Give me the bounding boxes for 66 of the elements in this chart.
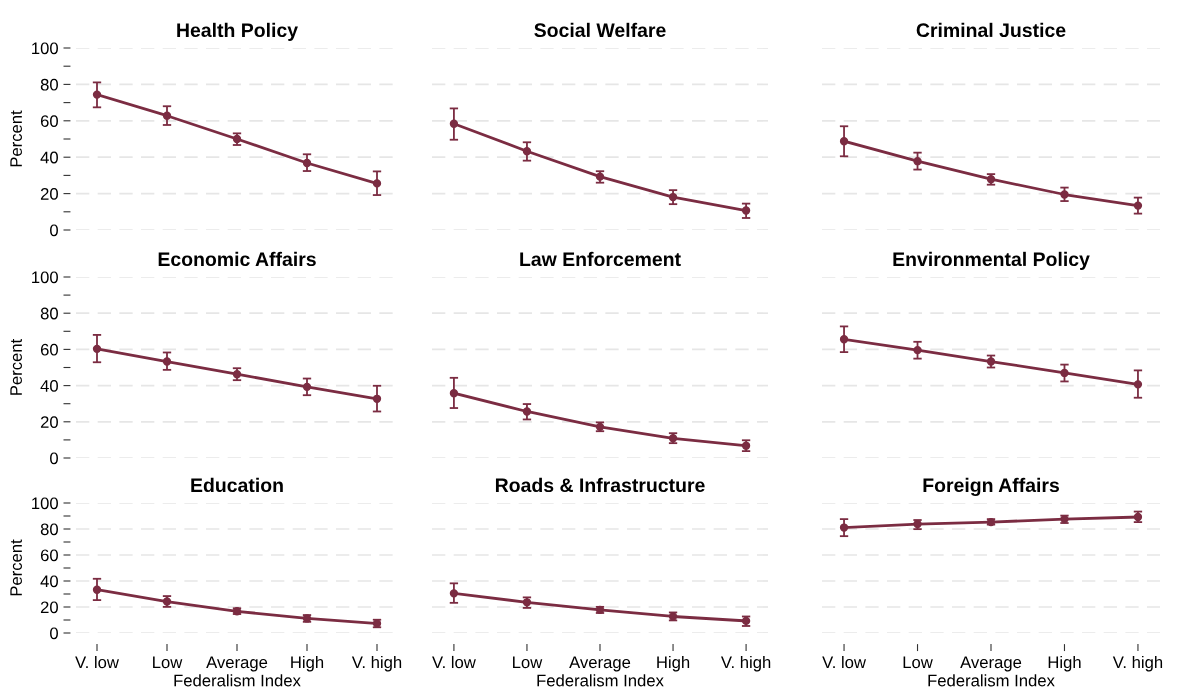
x-tick-label: V. low bbox=[822, 655, 867, 669]
chart-title: Environmental Policy bbox=[893, 251, 1090, 270]
y-tick-label: 20 bbox=[40, 601, 58, 614]
chart-title: Social Welfare bbox=[534, 22, 666, 38]
y-tick-label: 40 bbox=[40, 151, 58, 164]
y-axis-title: Percent bbox=[10, 110, 22, 167]
y-tick-label: 40 bbox=[40, 380, 58, 392]
x-tick-label: Low bbox=[513, 656, 543, 669]
y-tick-label: 80 bbox=[40, 523, 58, 536]
y-tick-label: 100 bbox=[32, 42, 58, 55]
x-tick-label: Low bbox=[903, 656, 933, 669]
point bbox=[839, 335, 849, 344]
x-axis-title: Federalism Index bbox=[928, 674, 1055, 687]
x-tick-label: High bbox=[291, 655, 324, 672]
point bbox=[839, 137, 849, 146]
x-axis-title: Federalism Index bbox=[174, 674, 301, 687]
y-tick-label: 60 bbox=[40, 343, 58, 356]
x-tick-label: V. low bbox=[75, 655, 119, 669]
y-tick-label: 40 bbox=[40, 575, 58, 588]
point bbox=[522, 407, 532, 416]
point bbox=[92, 585, 102, 594]
chart-title: Law Enforcement bbox=[520, 251, 681, 267]
point bbox=[1060, 368, 1069, 378]
chart-title: Roads & Infrastructure bbox=[495, 477, 705, 493]
x-tick-label: High bbox=[657, 655, 690, 672]
y-tick-label: 20 bbox=[40, 188, 58, 200]
x-tick-label: High bbox=[1048, 655, 1081, 672]
x-tick-label: V. high bbox=[1112, 655, 1163, 672]
x-tick-label: V. low bbox=[432, 655, 476, 669]
point bbox=[302, 158, 312, 168]
point bbox=[372, 179, 382, 188]
x-axis-title: Federalism Index bbox=[537, 674, 664, 687]
y-tick-label: 0 bbox=[50, 452, 58, 465]
y-tick-label: 80 bbox=[40, 307, 58, 320]
point bbox=[522, 147, 532, 156]
point bbox=[741, 206, 751, 215]
y-tick-label: 60 bbox=[40, 115, 58, 127]
y-axis-title: Percent bbox=[10, 539, 22, 596]
y-tick-label: 80 bbox=[40, 78, 58, 91]
point bbox=[449, 589, 459, 598]
x-tick-label: Average bbox=[960, 656, 1022, 672]
chart-title: Foreign Affairs bbox=[923, 477, 1059, 497]
y-tick-label: 100 bbox=[32, 271, 58, 284]
point bbox=[449, 389, 459, 398]
chart-title: Education bbox=[191, 477, 283, 493]
x-tick-label: V. high bbox=[720, 655, 771, 672]
y-tick-label: 20 bbox=[40, 416, 58, 428]
point bbox=[372, 394, 382, 403]
y-tick-label: 60 bbox=[40, 549, 58, 562]
point bbox=[162, 357, 172, 366]
chart-title: Criminal Justice bbox=[916, 22, 1066, 38]
point bbox=[92, 90, 102, 99]
x-tick-label: Low bbox=[153, 656, 183, 669]
x-tick-label: Average bbox=[206, 656, 268, 672]
chart-title: Economic Affairs bbox=[158, 251, 316, 267]
y-tick-label: 100 bbox=[32, 497, 58, 510]
point bbox=[1133, 201, 1143, 210]
x-tick-label: Average bbox=[569, 656, 631, 672]
y-tick-label: 0 bbox=[50, 627, 58, 640]
point bbox=[162, 111, 172, 120]
y-axis-title: Percent bbox=[10, 338, 22, 395]
point bbox=[839, 523, 849, 532]
y-tick-label: 0 bbox=[50, 224, 58, 237]
chart-title: Health Policy bbox=[177, 22, 298, 41]
point bbox=[913, 157, 922, 166]
x-tick-label: V. high bbox=[351, 655, 402, 672]
